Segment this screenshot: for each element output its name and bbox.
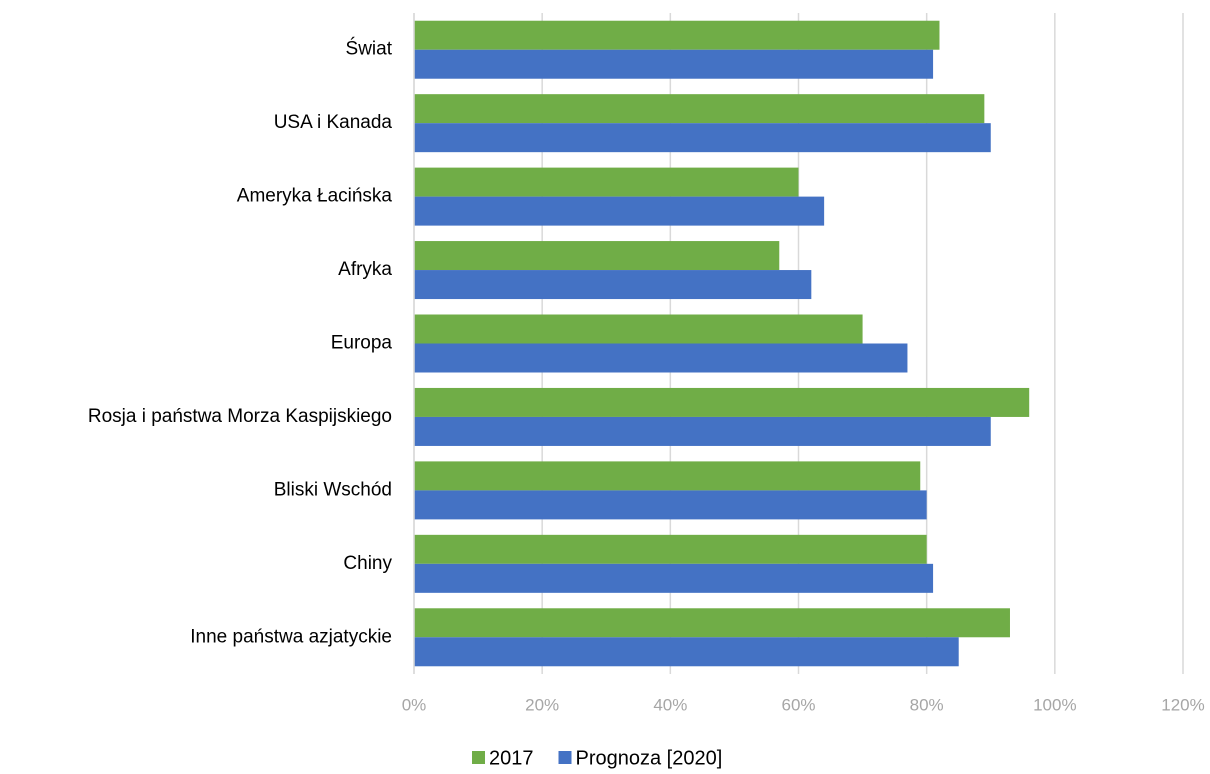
y-tick-label: Świat [346,38,393,60]
bar [414,94,985,124]
legend-swatch [558,751,572,764]
y-tick-label: Ameryka Łacińska [237,186,393,207]
bar [414,343,908,373]
legend-swatch [472,751,485,764]
bar [414,563,934,593]
x-tick-label: 0% [402,695,427,714]
x-tick-label: 80% [910,695,944,714]
x-tick-label: 40% [653,695,687,714]
bar [414,167,799,197]
bar [414,416,991,446]
bar [414,49,934,79]
bar [414,314,863,344]
bar [414,461,921,491]
bar [414,123,991,153]
y-tick-label: Inne państwa azjatyckie [190,626,392,647]
bar [414,490,927,520]
bar [414,20,940,50]
bar [414,637,959,667]
bar [414,241,780,271]
bar [414,387,1030,417]
x-tick-label: 20% [525,695,559,714]
y-tick-label: Rosja i państwa Morza Kaspijskiego [88,406,392,427]
y-tick-label: Europa [331,333,393,354]
bar [414,534,927,564]
bar [414,270,812,300]
y-tick-label: Chiny [343,553,392,574]
y-tick-label: Bliski Wschód [274,479,392,500]
x-tick-label: 120% [1161,695,1204,714]
bar [414,608,1010,638]
bar [414,196,825,226]
x-tick-label: 100% [1033,695,1076,714]
legend-label: Prognoza [2020] [576,747,723,769]
legend-label: 2017 [489,747,534,769]
x-tick-label: 60% [781,695,815,714]
y-tick-label: Afryka [338,259,392,280]
y-tick-label: USA i Kanada [274,112,393,133]
